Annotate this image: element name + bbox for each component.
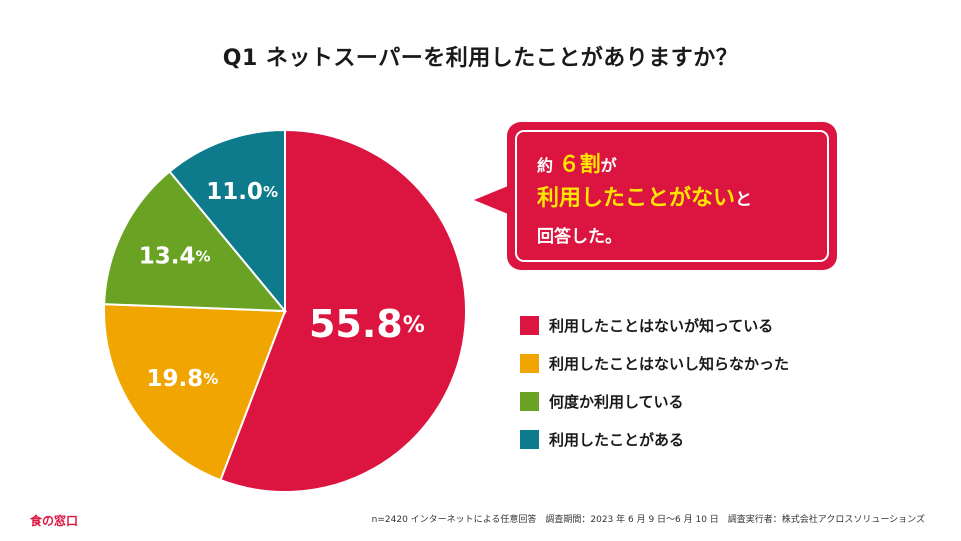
legend-swatch bbox=[520, 353, 539, 373]
legend-item-3: 何度か利用している bbox=[520, 382, 789, 420]
pie-label-1: 55.8% bbox=[309, 302, 425, 346]
callout-line1-suffix: が bbox=[600, 156, 617, 175]
callout-line-1: 約 ６割が bbox=[537, 148, 617, 178]
callout-line1-highlight: ６割 bbox=[558, 152, 601, 176]
pie-slice-2 bbox=[103, 303, 287, 482]
pie-slice-1 bbox=[219, 128, 467, 493]
legend: 利用したことはないが知っている 利用したことはないし知らなかった 何度か利用している… bbox=[520, 306, 789, 458]
callout-border bbox=[515, 130, 829, 262]
callout-line2-highlight: 利用したことがない bbox=[537, 186, 736, 211]
legend-item-1: 利用したことはないが知っている bbox=[520, 306, 789, 344]
legend-item-2: 利用したことはないし知らなかった bbox=[520, 344, 789, 382]
legend-item-4: 利用したことがある bbox=[520, 420, 789, 458]
pie-label-2: 19.8% bbox=[146, 365, 218, 391]
legend-label: 利用したことはないが知っている bbox=[549, 316, 774, 335]
callout-line-2: 利用したことがないと bbox=[537, 180, 752, 212]
pie-slice-3 bbox=[103, 170, 288, 313]
legend-swatch bbox=[520, 429, 539, 449]
chart-title: Q1 ネットスーパーを利用したことがありますか？ bbox=[222, 46, 739, 71]
callout-line-3: 回答した。 bbox=[537, 227, 622, 247]
callout-box: 約 ６割が 利用したことがないと 回答した。 bbox=[507, 122, 837, 270]
pie-label-4: 11.0% bbox=[206, 178, 278, 204]
legend-swatch bbox=[520, 391, 539, 411]
legend-label: 何度か利用している bbox=[549, 392, 684, 411]
callout-tail bbox=[474, 186, 508, 214]
callout-line2-suffix: と bbox=[735, 190, 753, 210]
legend-label: 利用したことはないし知らなかった bbox=[549, 354, 790, 373]
legend-swatch bbox=[520, 315, 539, 335]
logo: 食の窓口 bbox=[30, 514, 79, 528]
footnote: n=2420 インターネットによる任意回答 調査期間：2023 年 6 月 9 … bbox=[371, 515, 925, 525]
pie-label-3: 13.4% bbox=[139, 243, 211, 269]
legend-label: 利用したことがある bbox=[549, 430, 685, 449]
callout-line1-prefix: 約 bbox=[537, 156, 554, 175]
pie-slice-4 bbox=[168, 128, 286, 314]
